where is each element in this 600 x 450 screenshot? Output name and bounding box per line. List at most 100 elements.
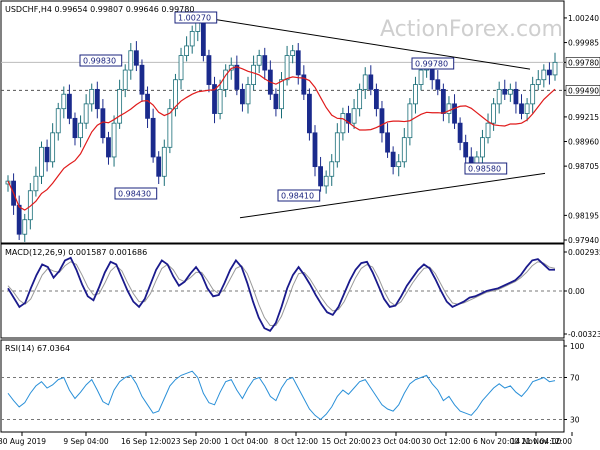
price-header: USDCHF,H4 0.99654 0.99807 0.99646 0.9978… xyxy=(5,5,194,14)
candle-body xyxy=(401,137,407,163)
candle-body xyxy=(184,45,190,56)
candle-body xyxy=(139,64,145,95)
price-tick-label-bg xyxy=(565,85,600,96)
candle-body xyxy=(418,69,424,85)
price-tick-label: 0.99780 xyxy=(568,58,599,67)
candle-body xyxy=(262,55,268,71)
candle-body xyxy=(396,161,402,168)
candle-body xyxy=(240,88,245,105)
candle-body xyxy=(440,88,446,114)
candle-body xyxy=(507,88,513,95)
candle-body xyxy=(150,117,156,158)
candle-body xyxy=(491,103,497,124)
rsi-layer xyxy=(1,370,564,421)
x-tick-label: 23 Sep 20:00 xyxy=(171,437,221,446)
annotation-label: 0.99780 xyxy=(415,60,448,69)
candle-body xyxy=(373,88,379,110)
candle-body xyxy=(530,84,536,105)
candle-body xyxy=(485,122,491,139)
annotation-label: 0.98410 xyxy=(281,192,314,201)
rsi-header: RSI(14) 67.0364 xyxy=(5,344,70,353)
annotation-box xyxy=(277,189,321,202)
candle-body xyxy=(513,88,519,105)
candle-body xyxy=(524,103,530,114)
candle-body xyxy=(156,156,162,177)
candle-body xyxy=(552,61,558,76)
annotation-box xyxy=(464,162,508,175)
candle-body xyxy=(379,108,385,134)
candle-body xyxy=(55,108,61,134)
candle-body xyxy=(83,103,89,124)
price-layer: 1.00270 0.99830 0.99780 0.98430 0.98410 0.985… xyxy=(1,11,564,242)
candle-body xyxy=(273,93,279,110)
candle-body xyxy=(463,142,469,158)
candle-body xyxy=(346,113,351,124)
candle-body xyxy=(480,137,485,158)
watermark: ActionForex.com xyxy=(380,17,563,42)
candle-body xyxy=(312,132,318,168)
candle-body xyxy=(33,175,39,192)
macd-layer xyxy=(1,256,564,332)
candle-body xyxy=(78,122,83,139)
candle-body xyxy=(161,146,167,177)
candle-body xyxy=(535,79,541,85)
candle-body xyxy=(106,137,111,158)
upper-trendline xyxy=(204,17,531,70)
price-tick-label: 0.99215 xyxy=(568,113,599,122)
candle-body xyxy=(72,117,78,139)
candle-body xyxy=(50,132,56,163)
x-tick-label: 16 Sep 12:00 xyxy=(121,437,171,446)
candle-body xyxy=(334,132,340,163)
candle-body xyxy=(61,93,67,110)
candle-body xyxy=(206,55,212,85)
candle-body xyxy=(435,79,441,90)
x-tick-label: 6 Nov 20:00 xyxy=(473,437,519,446)
price-tick-label: 0.99490 xyxy=(568,86,599,95)
candle-body xyxy=(189,31,195,47)
candle-body xyxy=(446,103,452,114)
moving-average-line xyxy=(7,66,556,211)
candle-body xyxy=(234,64,240,90)
annotation-box xyxy=(114,187,158,200)
x-tick-label: 14 Nov 04:00 xyxy=(511,437,562,446)
rsi-tick-label: 70 xyxy=(570,374,580,383)
candle-body xyxy=(301,74,307,95)
x-tick-label: 30 Oct 12:00 xyxy=(422,437,471,446)
candle-body xyxy=(122,69,128,90)
candle-body xyxy=(541,69,547,81)
price-tick-label: 0.98195 xyxy=(568,211,599,220)
candle-body xyxy=(318,166,323,187)
candle-body xyxy=(173,79,178,110)
candle-body xyxy=(212,84,217,114)
candle-body xyxy=(502,88,508,95)
annotation-label: 0.99830 xyxy=(83,57,116,66)
price-panel-frame xyxy=(0,0,565,244)
candle-body xyxy=(413,84,418,105)
candle-body xyxy=(133,50,139,66)
candle-body xyxy=(452,103,457,124)
annotation-box xyxy=(79,54,123,67)
candle-body xyxy=(145,93,150,119)
macd-tick-label: -0.003238 xyxy=(568,330,600,339)
candle-body xyxy=(547,69,552,76)
price-tick-label: 0.99985 xyxy=(568,39,599,48)
candle-body xyxy=(385,132,390,153)
macd-signal-line xyxy=(7,261,556,327)
candle-body xyxy=(22,219,28,235)
candle-body xyxy=(94,88,100,110)
rsi-tick-label: 30 xyxy=(570,416,580,425)
candle-body xyxy=(390,151,396,168)
candle-body xyxy=(245,84,251,105)
annotation-box xyxy=(174,11,218,24)
price-tick-label: 0.97940 xyxy=(568,236,599,245)
x-tick-label: 8 Oct 12:00 xyxy=(274,437,318,446)
candle-body xyxy=(362,74,368,90)
candle-body xyxy=(457,122,463,143)
candle-body xyxy=(323,175,329,187)
macd-tick-label: 0.002935 xyxy=(568,248,600,257)
annotation-label: 0.98580 xyxy=(468,165,501,174)
x-tick-label: 9 Sep 04:00 xyxy=(63,437,109,446)
candle-body xyxy=(307,93,312,134)
price-tick-label: 0.98960 xyxy=(568,138,599,147)
